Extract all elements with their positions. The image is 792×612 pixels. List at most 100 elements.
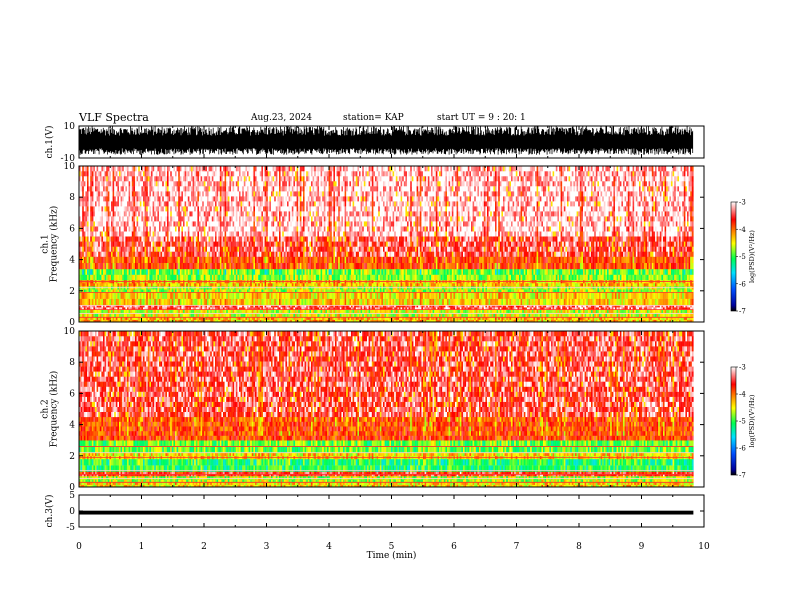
spec1-cell <box>293 196 295 201</box>
spec1-cell <box>81 206 83 211</box>
spec1-cell <box>188 274 190 280</box>
spec1-cell <box>132 263 134 270</box>
spec1-cell <box>129 283 131 286</box>
spec1-cell <box>215 251 217 256</box>
spec1-cell <box>145 305 147 308</box>
spec1-cell <box>145 221 147 226</box>
spec1-cell <box>255 246 257 251</box>
spec1-cell <box>274 211 276 216</box>
spec1-cell <box>175 257 177 264</box>
spec1-cell <box>101 231 103 236</box>
spec1-cell <box>279 211 281 216</box>
spec1-cell <box>156 246 158 251</box>
spec1-cell <box>81 201 83 206</box>
spec1-cell <box>204 201 206 206</box>
spec1-cell <box>225 176 227 181</box>
spec1-cell <box>241 211 243 216</box>
spec1-cell <box>124 251 126 256</box>
spec1-cell <box>109 211 111 216</box>
spec1-cell <box>114 231 116 236</box>
spec1-cell <box>138 283 140 286</box>
spec1-cell <box>253 283 255 286</box>
spec1-cell <box>298 196 300 201</box>
spec1-cell <box>164 206 166 211</box>
spec1-cell <box>101 226 103 231</box>
spec1-cell <box>279 166 281 171</box>
spec1-cell <box>204 299 206 306</box>
spec1-cell <box>213 231 215 236</box>
spec1-cell <box>265 171 267 176</box>
spec1-cell <box>154 231 156 236</box>
spec1-cell <box>212 216 214 221</box>
spec1-cell <box>140 274 142 280</box>
spec1-cell <box>279 216 281 221</box>
spec1-cell <box>292 263 294 270</box>
spec1-cell <box>185 257 187 264</box>
spec1-cell <box>276 263 278 270</box>
spec1-cell <box>151 292 153 299</box>
spec1-cell <box>90 201 92 206</box>
spec1-cell <box>149 257 151 264</box>
spec1-cell <box>309 236 311 241</box>
spec1-cell <box>130 257 132 264</box>
spec1-cell <box>237 292 239 299</box>
spec1-cell <box>287 241 289 246</box>
spec1-cell <box>237 186 239 191</box>
spec1-cell <box>253 176 255 181</box>
spec1-cell <box>143 226 145 231</box>
spec1-cell <box>231 221 233 226</box>
spec1-cell <box>122 236 124 241</box>
spec1-cell <box>263 257 265 264</box>
spec1-cell <box>105 231 107 236</box>
spec1-cell <box>309 231 311 236</box>
spec1-cell <box>205 241 207 246</box>
spec1-cell <box>90 221 92 226</box>
spec1-cell <box>189 221 191 226</box>
spec1-cell <box>236 221 238 226</box>
spec1-cell <box>263 246 265 251</box>
spec1-cell <box>309 226 311 231</box>
spec1-cell <box>247 166 249 171</box>
spec1-cell <box>148 176 150 181</box>
spec1-cell <box>249 196 251 201</box>
spec1-cell <box>199 181 201 186</box>
spec1-cell <box>281 299 283 306</box>
spec1-cell <box>116 263 118 270</box>
spec1-cell <box>149 216 151 221</box>
spec1-cell <box>244 196 246 201</box>
spec1-cell <box>165 186 167 191</box>
spec1-cell <box>133 269 135 275</box>
spec1-cell <box>242 263 244 270</box>
spec1-cell <box>284 263 286 270</box>
spec1-cell <box>183 166 185 171</box>
spec1-cell <box>282 171 284 176</box>
spec1-cell <box>89 206 91 211</box>
spec1-cell <box>257 211 259 216</box>
spec1-cell <box>127 231 129 236</box>
spec1-cell <box>281 206 283 211</box>
spec1-cell <box>181 299 183 306</box>
spec1-cell <box>194 292 196 299</box>
spec1-cell <box>116 292 118 299</box>
spec1-cell <box>186 263 188 270</box>
spec1-cell <box>170 251 172 256</box>
spec1-cell <box>239 263 241 270</box>
spec1-cell <box>130 236 132 241</box>
spec1-cell <box>153 176 155 181</box>
spec1-cell <box>188 216 190 221</box>
spec1-cell <box>233 201 235 206</box>
spec1-cell <box>271 299 273 306</box>
spec1-cell <box>146 211 148 216</box>
spec1-cell <box>170 221 172 226</box>
spec1-cell <box>122 269 124 275</box>
spec1-cell <box>113 274 115 280</box>
spec1-cell <box>172 196 174 201</box>
spec1-cell <box>161 171 163 176</box>
spec1-cell <box>297 176 299 181</box>
spec1-cell <box>103 216 105 221</box>
spec1-cell <box>140 196 142 201</box>
spec1-cell <box>185 201 187 206</box>
spec1-cell <box>92 269 94 275</box>
spec1-cell <box>265 257 267 264</box>
spec1-cell <box>180 236 182 241</box>
